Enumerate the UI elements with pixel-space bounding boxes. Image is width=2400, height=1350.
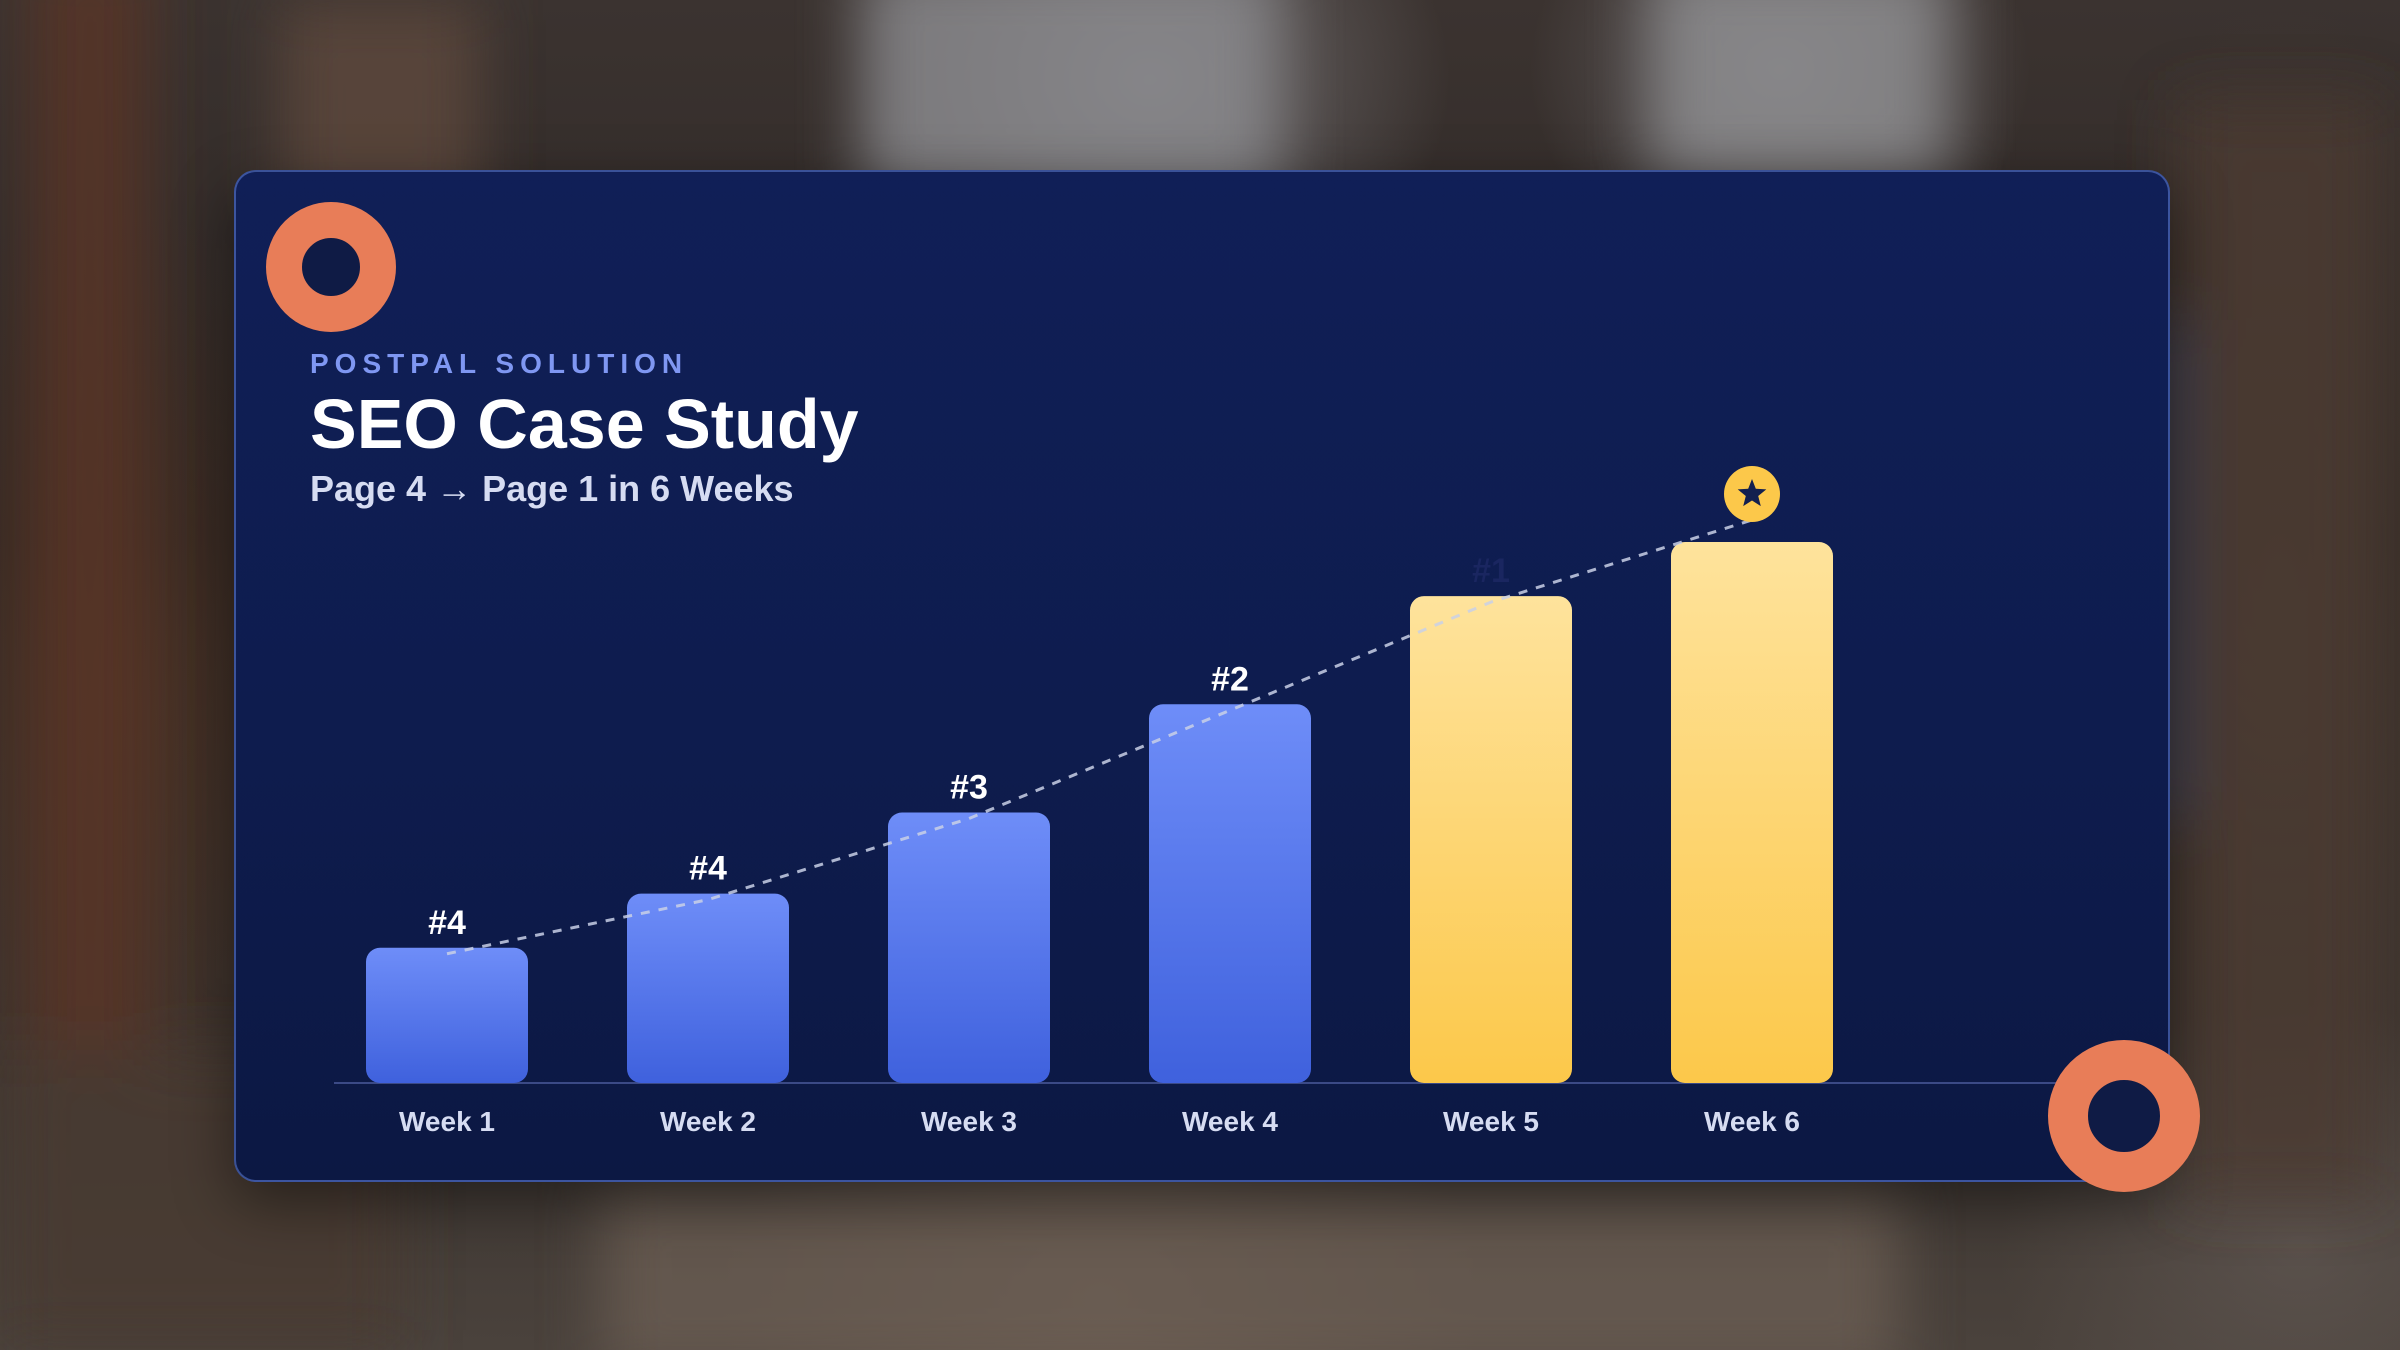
bar-week-5 <box>1410 596 1572 1083</box>
page-subtitle: Page 4 → Page 1 in 6 Weeks <box>310 468 794 509</box>
trend-line <box>446 518 1753 956</box>
star-icon <box>1724 466 1780 522</box>
case-study-card: POSTPAL SOLUTION SEO Case Study Page 4 →… <box>234 170 2200 1192</box>
x-tick-label: Week 6 <box>1704 1106 1800 1137</box>
data-label: #1 <box>1472 552 1510 590</box>
bar-week-6 <box>1671 542 1833 1083</box>
x-tick-label: Week 5 <box>1443 1106 1539 1137</box>
x-tick-label: Week 3 <box>921 1106 1017 1137</box>
bar-week-1 <box>366 947 528 1083</box>
bar-week-3 <box>888 812 1050 1083</box>
data-label: #4 <box>428 904 466 942</box>
decorative-ring-icon <box>266 202 396 332</box>
data-label: #2 <box>1211 660 1249 698</box>
x-tick-label: Week 2 <box>660 1106 756 1137</box>
x-tick-label: Week 4 <box>1182 1106 1278 1137</box>
decorative-ring-icon <box>2048 1040 2200 1192</box>
data-label: #3 <box>950 769 988 807</box>
bar-chart: Week 1 #4 Week 2 #4 Week 3 #3 Week 4 #2 Week 5 #1… <box>334 466 2066 1137</box>
eyebrow-label: POSTPAL SOLUTION <box>310 348 689 379</box>
page-title: SEO Case Study <box>310 385 859 463</box>
x-tick-label: Week 1 <box>399 1106 495 1137</box>
bar-week-4 <box>1149 704 1311 1083</box>
data-label: #4 <box>689 850 727 888</box>
bar-week-2 <box>627 893 789 1083</box>
